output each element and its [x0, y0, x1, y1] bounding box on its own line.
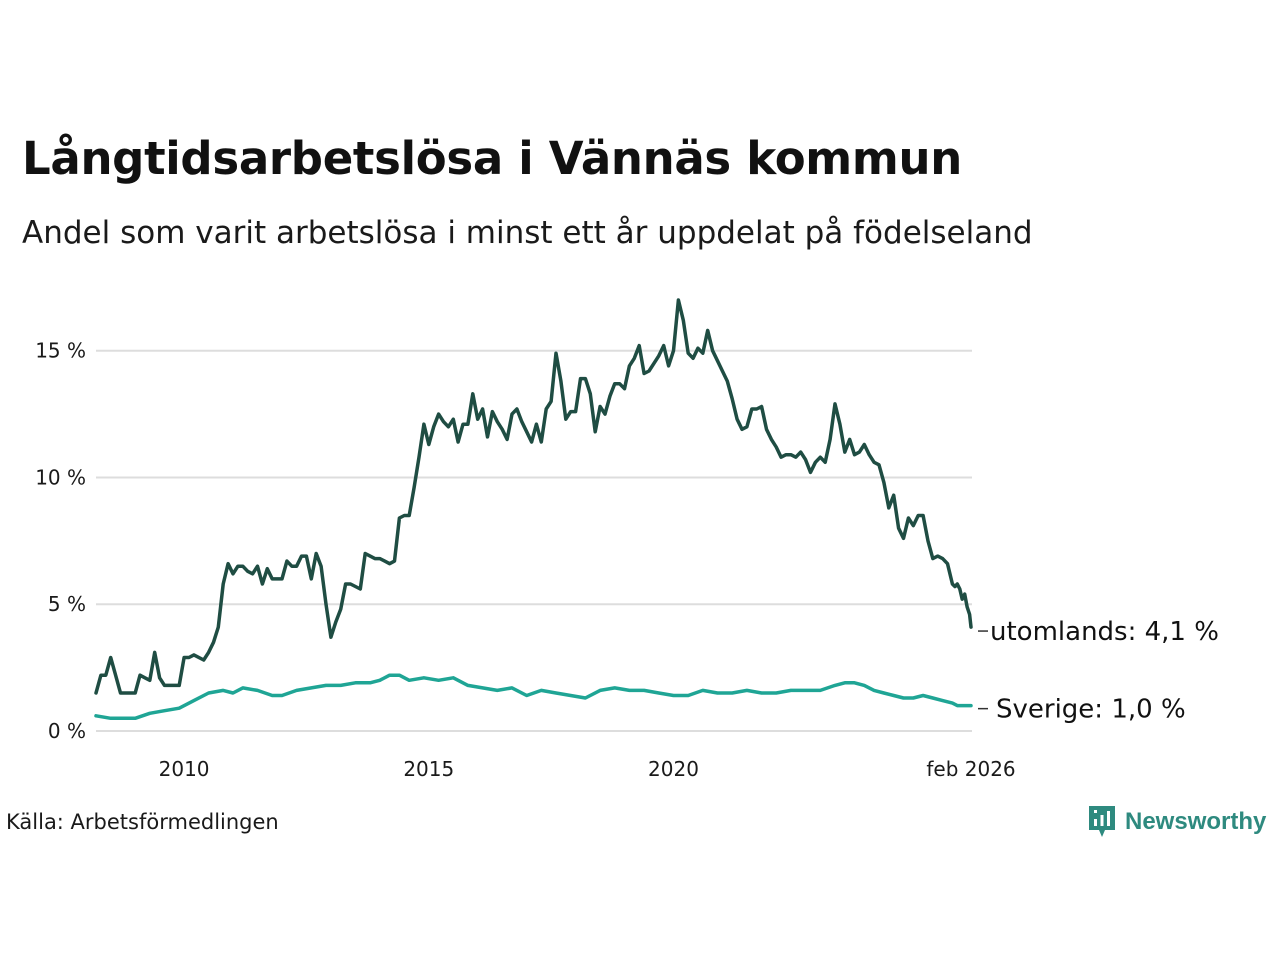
series-line-sverige [94, 673, 973, 721]
x-tick-label: 2010 [159, 757, 210, 781]
chart-title: Långtidsarbetslösa i Vännäs kommun [22, 132, 962, 185]
y-tick-label: 5 % [48, 592, 86, 616]
y-tick-label: 10 % [35, 465, 86, 489]
series-end-label-sverige: Sverige: 1,0 % [996, 695, 1186, 725]
x-axis: 2010 2015 2020 feb 2026 [159, 757, 1016, 781]
x-tick-label: 2020 [648, 757, 699, 781]
gridlines [96, 349, 972, 732]
brand-logo: Newsworthy [1087, 804, 1266, 840]
x-tick-label: feb 2026 [926, 757, 1015, 781]
x-tick-label: 2015 [403, 757, 454, 781]
brand-name: Newsworthy [1125, 808, 1267, 835]
newsworthy-logo-icon [1089, 806, 1115, 837]
chart-subtitle: Andel som varit arbetslösa i minst ett å… [22, 215, 1033, 251]
y-tick-label: 0 % [48, 719, 86, 743]
source-note: Källa: Arbetsförmedlingen [6, 810, 279, 834]
y-axis: 0 % 5 % 10 % 15 % [35, 339, 86, 743]
y-tick-label: 15 % [35, 339, 86, 363]
series-end-label-utomlands: utomlands: 4,1 % [990, 617, 1219, 647]
series-line-utomlands [94, 298, 973, 695]
series [94, 298, 973, 721]
series-labels: utomlands: 4,1 % Sverige: 1,0 % [978, 617, 1219, 725]
